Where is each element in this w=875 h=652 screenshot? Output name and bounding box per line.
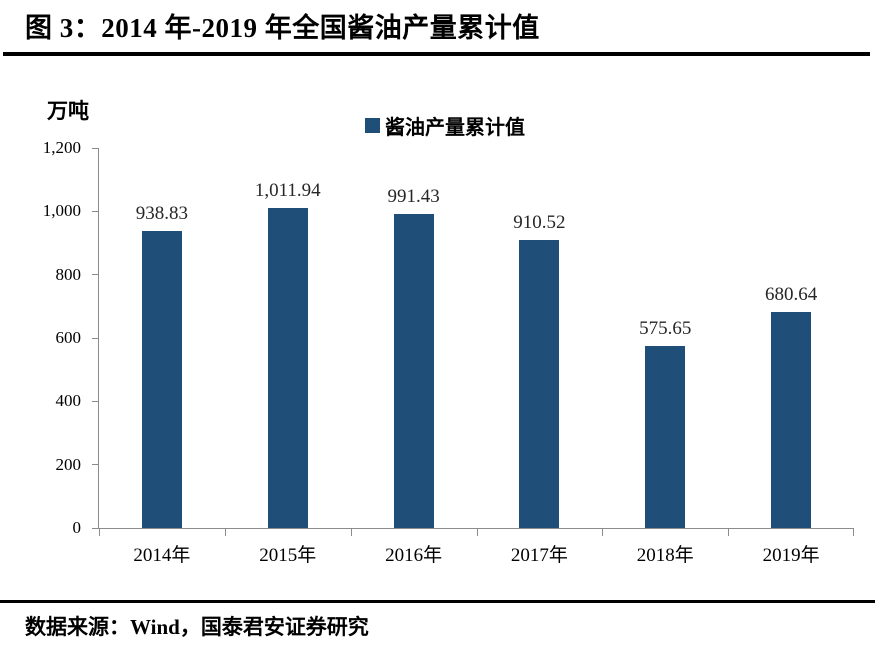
figure-title: 图 3：2014 年-2019 年全国酱油产量累计值 xyxy=(25,13,540,43)
bar-2017年 xyxy=(519,239,560,528)
bar-value-label: 910.52 xyxy=(513,211,566,233)
legend-swatch-icon xyxy=(365,118,380,133)
x-axis-category-label: 2015年 xyxy=(259,545,317,566)
bar-chart-plot-area: 0 200 400 600 800 1,000 1,200 938.83 2014年 1,011.… xyxy=(43,138,854,566)
x-axis-category-label: 2019年 xyxy=(762,545,820,566)
y-axis-tick-label: 200 xyxy=(55,454,82,474)
y-axis-tick-label: 600 xyxy=(55,328,82,347)
x-axis-tick-mark xyxy=(853,529,854,536)
x-axis-tick-mark xyxy=(99,529,100,536)
x-axis-category-label: 2014年 xyxy=(133,545,191,566)
x-axis-category-label: 2016年 xyxy=(385,545,443,566)
x-axis-tick-mark xyxy=(224,529,226,536)
y-axis-tick-mark xyxy=(92,147,99,149)
x-axis-tick-mark xyxy=(350,529,352,536)
x-axis-category-label: 2018年 xyxy=(636,545,694,566)
y-axis-tick-mark xyxy=(92,337,99,339)
bar-2018年 xyxy=(645,345,686,528)
bar-2015年 xyxy=(267,207,308,528)
y-axis-unit-label: 万吨 xyxy=(47,99,89,123)
y-axis-tick-label: 1,200 xyxy=(42,138,81,157)
title-divider xyxy=(3,52,870,56)
bar-value-label: 938.83 xyxy=(135,202,189,224)
bar-2016年 xyxy=(393,214,434,528)
footer-divider xyxy=(0,600,875,603)
bar-value-label: 575.65 xyxy=(639,317,692,339)
x-axis-tick-mark xyxy=(602,529,604,536)
y-axis-tick-mark xyxy=(92,527,99,529)
bar-value-label: 1,011.94 xyxy=(254,179,321,201)
bar-value-label: 991.43 xyxy=(387,186,440,208)
y-axis-tick-label: 0 xyxy=(72,518,82,537)
y-axis-tick-mark xyxy=(92,210,99,212)
y-axis-tick-label: 800 xyxy=(55,264,82,284)
bar-value-label: 680.64 xyxy=(764,284,818,306)
y-axis-tick-mark xyxy=(92,464,99,466)
x-axis-tick-mark xyxy=(728,529,730,536)
y-axis-tick-label: 400 xyxy=(55,391,82,411)
y-axis-tick-mark xyxy=(92,400,99,402)
data-source: 数据来源：Wind，国泰君安证券研究 xyxy=(25,615,369,639)
chart-legend: 酱油产量累计值 xyxy=(365,111,525,140)
x-axis-category-label: 2017年 xyxy=(510,545,568,566)
bar-2019年 xyxy=(771,312,812,528)
y-axis-tick-mark xyxy=(92,274,99,276)
y-axis-tick-label: 1,000 xyxy=(42,201,81,221)
bar-2014年 xyxy=(141,230,182,528)
legend-series-label: 酱油产量累计值 xyxy=(385,117,525,139)
x-axis-tick-mark xyxy=(476,529,478,536)
